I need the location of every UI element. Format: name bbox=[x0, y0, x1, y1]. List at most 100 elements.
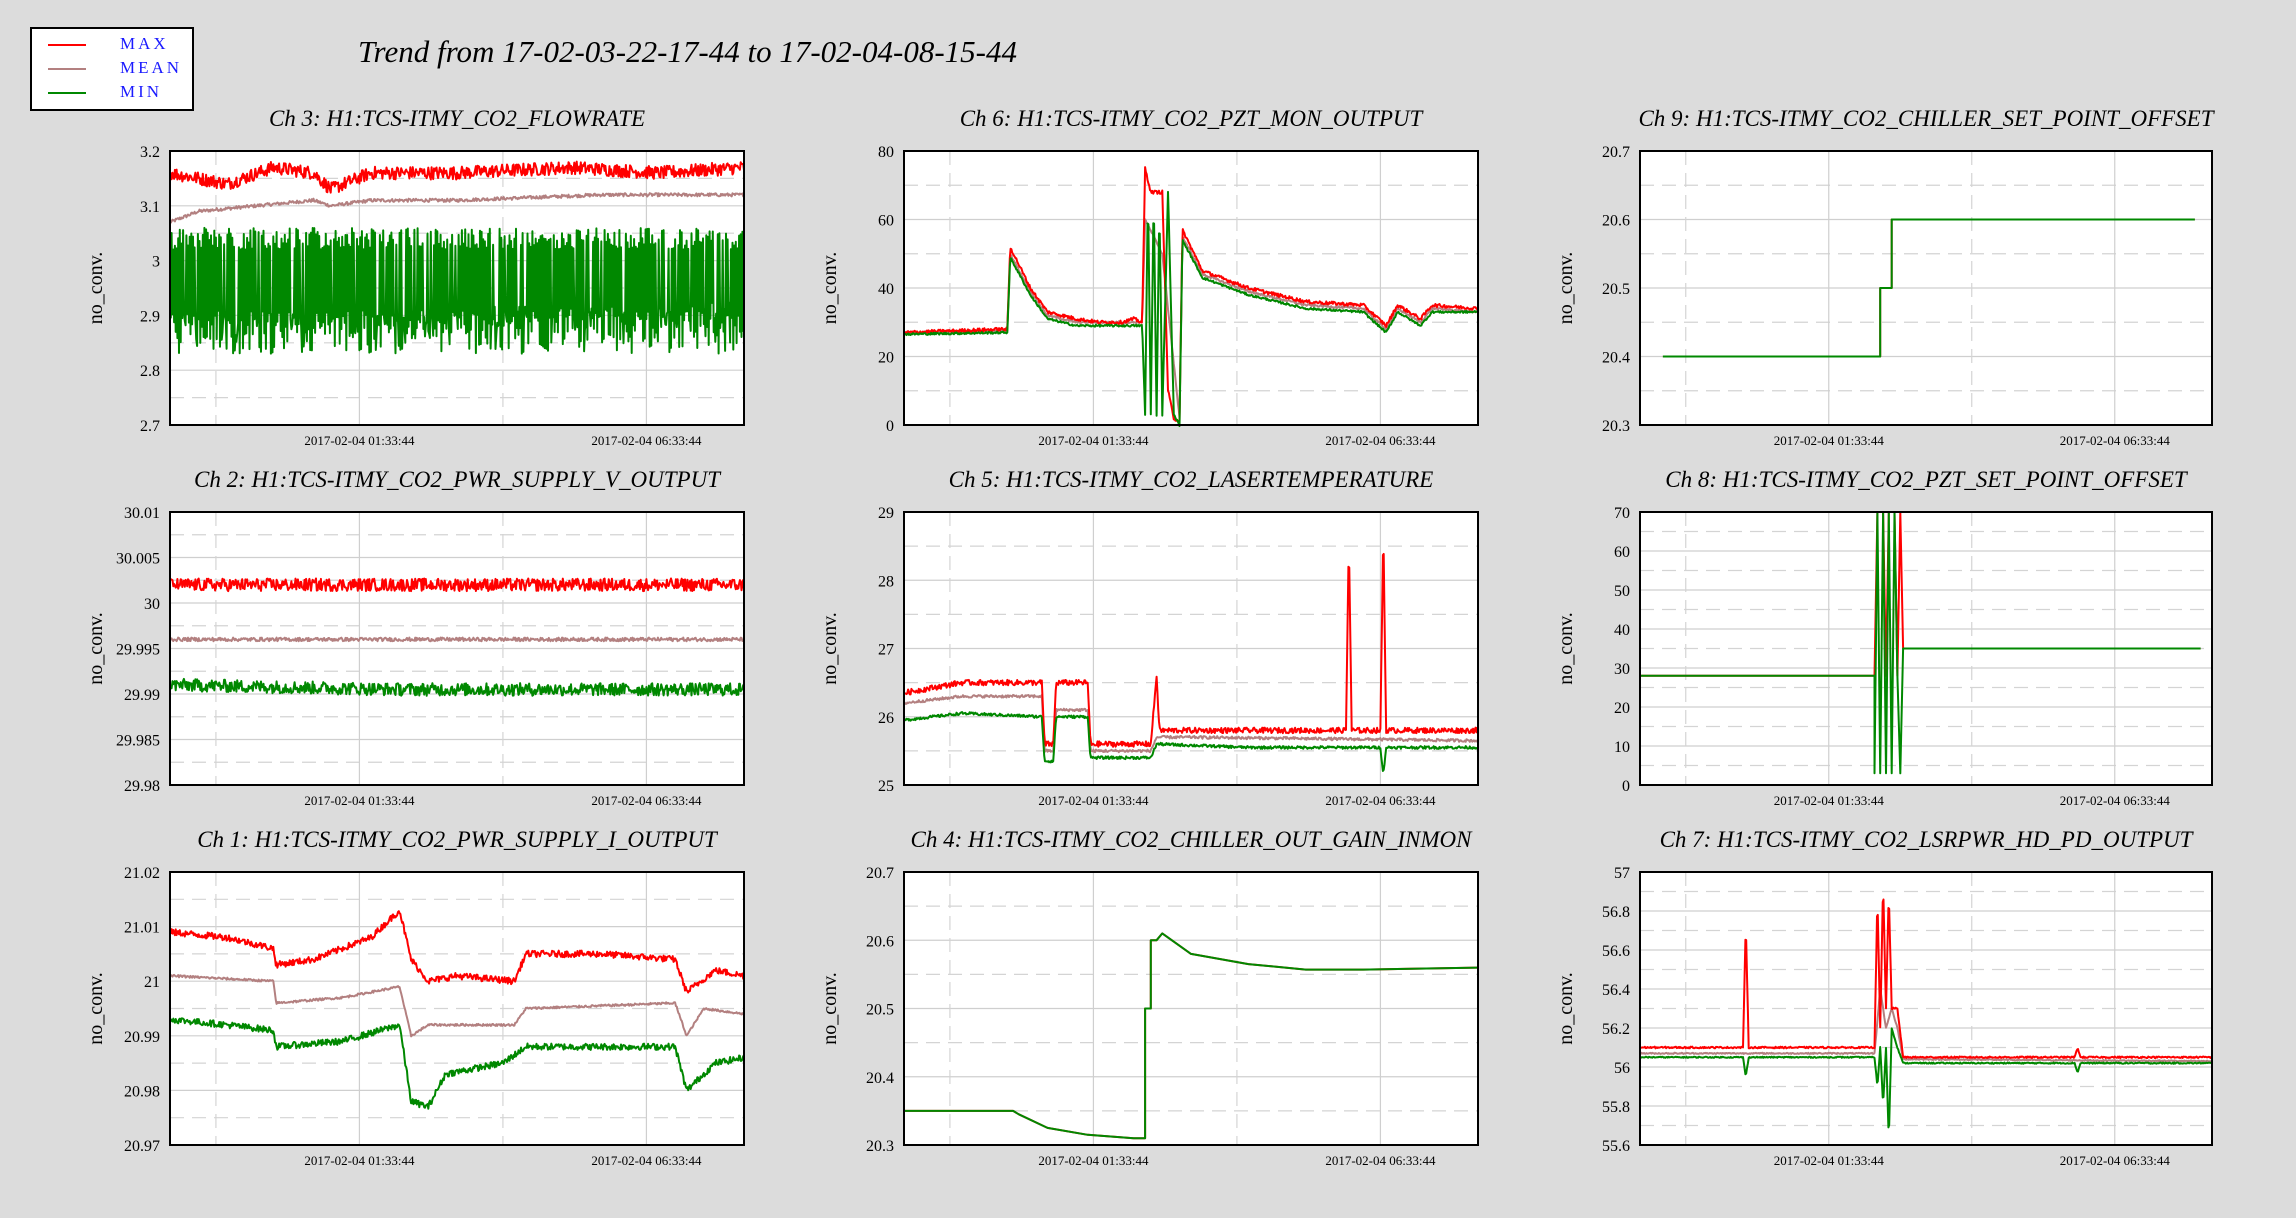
x-tick-label: 2017-02-04 01:33:44 bbox=[304, 433, 415, 448]
y-tick-label: 60 bbox=[1614, 544, 1630, 561]
y-tick-label: 29.99 bbox=[124, 687, 160, 704]
y-axis-label: no_conv. bbox=[819, 612, 841, 685]
y-tick-label: 20.5 bbox=[866, 1002, 894, 1019]
y-tick-label: 20.6 bbox=[866, 933, 894, 950]
x-tick-label: 2017-02-04 01:33:44 bbox=[1774, 793, 1885, 808]
legend-swatch-mean bbox=[48, 68, 86, 70]
chart-title: Ch 7: H1:TCS-ITMY_CO2_LSRPWR_HD_PD_OUTPU… bbox=[1660, 827, 2195, 852]
chart-panel-3: Ch 9: H1:TCS-ITMY_CO2_CHILLER_SET_POINT_… bbox=[1555, 106, 2216, 448]
y-tick-label: 57 bbox=[1614, 865, 1630, 882]
chart-title: Ch 1: H1:TCS-ITMY_CO2_PWR_SUPPLY_I_OUTPU… bbox=[197, 827, 719, 852]
series-min-line bbox=[904, 932, 1479, 1140]
series-max-line bbox=[169, 910, 745, 994]
y-tick-label: 56.2 bbox=[1602, 1021, 1630, 1038]
y-tick-label: 55.6 bbox=[1602, 1138, 1630, 1155]
y-axis-label: no_conv. bbox=[85, 252, 107, 325]
x-tick-label: 2017-02-04 01:33:44 bbox=[1038, 1153, 1149, 1168]
y-tick-label: 2.8 bbox=[140, 363, 160, 380]
x-tick-label: 2017-02-04 06:33:44 bbox=[591, 793, 702, 808]
y-axis-label: no_conv. bbox=[85, 612, 107, 685]
chart-title: Ch 3: H1:TCS-ITMY_CO2_FLOWRATE bbox=[269, 106, 645, 131]
y-tick-label: 30.01 bbox=[124, 505, 160, 522]
series-min-line bbox=[1639, 1027, 2213, 1129]
x-tick-label: 2017-02-04 06:33:44 bbox=[1325, 793, 1436, 808]
y-tick-label: 20.7 bbox=[866, 865, 894, 882]
y-tick-label: 20.6 bbox=[1602, 213, 1630, 230]
series-min-line bbox=[1662, 218, 2195, 358]
y-tick-label: 20.5 bbox=[1602, 281, 1630, 298]
series-max-line bbox=[169, 160, 745, 194]
chart-panel-7: Ch 1: H1:TCS-ITMY_CO2_PWR_SUPPLY_I_OUTPU… bbox=[85, 827, 745, 1168]
y-tick-label: 2.9 bbox=[140, 308, 160, 325]
y-tick-label: 50 bbox=[1614, 583, 1630, 600]
y-tick-label: 60 bbox=[878, 213, 894, 230]
plot-frame bbox=[903, 150, 1479, 426]
series-min-line bbox=[169, 226, 745, 355]
legend-item-mean: MEAN bbox=[32, 58, 192, 80]
y-tick-label: 3 bbox=[152, 254, 160, 271]
y-tick-label: 29.995 bbox=[116, 642, 160, 659]
y-tick-label: 0 bbox=[1622, 778, 1630, 795]
y-tick-label: 20.99 bbox=[124, 1029, 160, 1046]
y-tick-label: 21.01 bbox=[124, 920, 160, 937]
x-tick-label: 2017-02-04 01:33:44 bbox=[304, 1153, 415, 1168]
chart-title: Ch 9: H1:TCS-ITMY_CO2_CHILLER_SET_POINT_… bbox=[1638, 106, 2215, 131]
legend-box: MAX MEAN MIN bbox=[30, 27, 194, 111]
x-tick-label: 2017-02-04 01:33:44 bbox=[1038, 793, 1149, 808]
chart-title: Ch 2: H1:TCS-ITMY_CO2_PWR_SUPPLY_V_OUTPU… bbox=[194, 467, 722, 492]
y-tick-label: 20.3 bbox=[1602, 418, 1630, 435]
series-max-line bbox=[903, 166, 1479, 424]
y-tick-label: 20.7 bbox=[1602, 144, 1630, 161]
series-max-line bbox=[903, 552, 1479, 748]
x-tick-label: 2017-02-04 06:33:44 bbox=[2060, 793, 2171, 808]
series-min-line bbox=[903, 711, 1479, 772]
x-tick-label: 2017-02-04 06:33:44 bbox=[591, 1153, 702, 1168]
plot-frame bbox=[1639, 511, 2213, 786]
y-axis-label: no_conv. bbox=[819, 252, 841, 325]
series-mean-line bbox=[1639, 987, 2213, 1063]
chart-panel-2: Ch 6: H1:TCS-ITMY_CO2_PZT_MON_OUTPUT no_c… bbox=[819, 106, 1479, 448]
y-tick-label: 80 bbox=[878, 144, 894, 161]
y-tick-label: 25 bbox=[878, 778, 894, 795]
y-tick-label: 26 bbox=[878, 710, 894, 727]
y-axis-label: no_conv. bbox=[819, 972, 841, 1045]
y-tick-label: 3.1 bbox=[140, 199, 160, 216]
y-tick-label: 29.98 bbox=[124, 778, 160, 795]
y-tick-label: 20.3 bbox=[866, 1138, 894, 1155]
y-tick-label: 20.97 bbox=[124, 1138, 160, 1155]
y-tick-label: 28 bbox=[878, 573, 894, 590]
legend-label-max: MAX bbox=[120, 34, 169, 53]
y-tick-label: 70 bbox=[1614, 505, 1630, 522]
chart-panel-6: Ch 8: H1:TCS-ITMY_CO2_PZT_SET_POINT_OFFS… bbox=[1555, 467, 2213, 808]
x-tick-label: 2017-02-04 06:33:44 bbox=[1325, 433, 1436, 448]
y-tick-label: 56 bbox=[1614, 1060, 1630, 1077]
chart-panel-9: Ch 7: H1:TCS-ITMY_CO2_LSRPWR_HD_PD_OUTPU… bbox=[1555, 827, 2213, 1168]
legend-item-max: MAX bbox=[32, 34, 192, 56]
y-tick-label: 56.6 bbox=[1602, 943, 1630, 960]
x-tick-label: 2017-02-04 06:33:44 bbox=[2060, 433, 2171, 448]
y-tick-label: 29 bbox=[878, 505, 894, 522]
legend-swatch-min bbox=[48, 92, 86, 94]
y-tick-label: 30 bbox=[144, 596, 160, 613]
plot-frame bbox=[1639, 150, 2213, 426]
plot-frame bbox=[169, 511, 745, 786]
page-title: Trend from 17-02-03-22-17-44 to 17-02-04… bbox=[358, 34, 1017, 69]
y-tick-label: 56.8 bbox=[1602, 904, 1630, 921]
chart-panel-5: Ch 5: H1:TCS-ITMY_CO2_LASERTEMPERATUREno… bbox=[819, 467, 1479, 808]
x-tick-label: 2017-02-04 06:33:44 bbox=[1325, 1153, 1436, 1168]
chart-panel-1: Ch 3: H1:TCS-ITMY_CO2_FLOWRATE no_conv. 2.… bbox=[85, 106, 745, 448]
y-tick-label: 55.8 bbox=[1602, 1099, 1630, 1116]
plot-frame bbox=[903, 511, 1479, 786]
series-min-line bbox=[1640, 511, 2201, 775]
legend-label-min: MIN bbox=[120, 82, 163, 101]
y-tick-label: 29.985 bbox=[116, 733, 160, 750]
series-mean-line bbox=[169, 636, 745, 643]
y-tick-label: 40 bbox=[1614, 622, 1630, 639]
y-tick-label: 30.005 bbox=[116, 551, 160, 568]
x-tick-label: 2017-02-04 01:33:44 bbox=[1774, 433, 1885, 448]
legend-swatch-max bbox=[48, 44, 86, 46]
plot-frame bbox=[903, 871, 1479, 1146]
chart-title: Ch 6: H1:TCS-ITMY_CO2_PZT_MON_OUTPUT bbox=[960, 106, 1425, 131]
chart-title: Ch 8: H1:TCS-ITMY_CO2_PZT_SET_POINT_OFFS… bbox=[1665, 467, 2189, 492]
